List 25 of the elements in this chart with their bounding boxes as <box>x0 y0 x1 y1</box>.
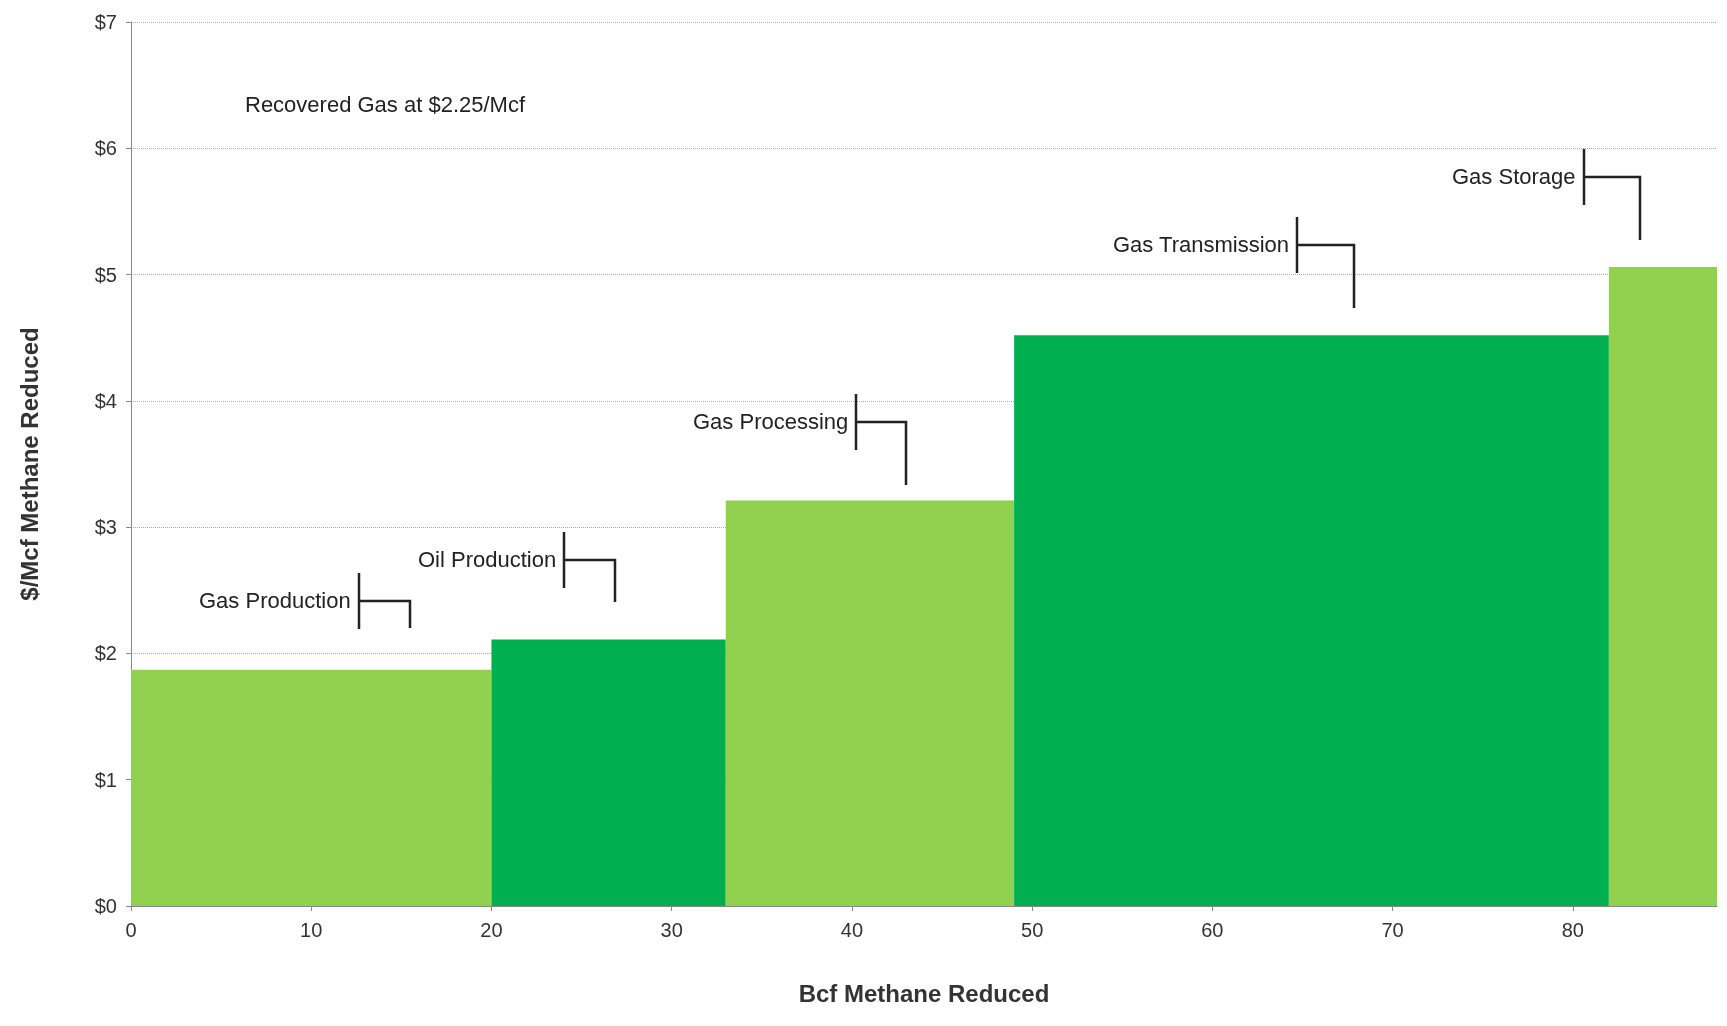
y-tick-label: $0 <box>94 895 117 917</box>
y-axis-title: $/Mcf Methane Reduced <box>15 327 43 601</box>
y-tick-label: $1 <box>94 768 117 791</box>
annotation: Recovered Gas at $2.25/Mcf <box>245 92 526 118</box>
x-tick-label: 70 <box>1381 919 1404 941</box>
x-tick-label: 30 <box>660 919 683 941</box>
y-tick-label: $7 <box>94 11 117 33</box>
x-axis-title: Bcf Methane Reduced <box>798 979 1050 1007</box>
annotation: Oil Production <box>418 547 557 573</box>
x-tick-label: 80 <box>1561 919 1584 941</box>
y-tick-label: $3 <box>94 516 117 539</box>
x-tick-label: 50 <box>1021 919 1044 941</box>
annotation: Gas Storage <box>1452 164 1576 190</box>
y-tick-label: $6 <box>94 137 117 160</box>
x-tick-label: 40 <box>840 919 864 941</box>
y-tick-label: $2 <box>94 642 117 665</box>
x-tick-label: 0 <box>125 919 137 941</box>
y-tick-label: $4 <box>94 389 117 412</box>
annotation: Gas Transmission <box>1113 232 1290 258</box>
annotation: Gas Processing <box>693 409 849 435</box>
x-tick-label: 60 <box>1201 919 1224 941</box>
x-tick-label: 20 <box>480 919 503 941</box>
annotation: Gas Production <box>199 588 351 614</box>
y-tick-label: $5 <box>94 263 117 286</box>
x-tick-label: 10 <box>300 919 323 941</box>
